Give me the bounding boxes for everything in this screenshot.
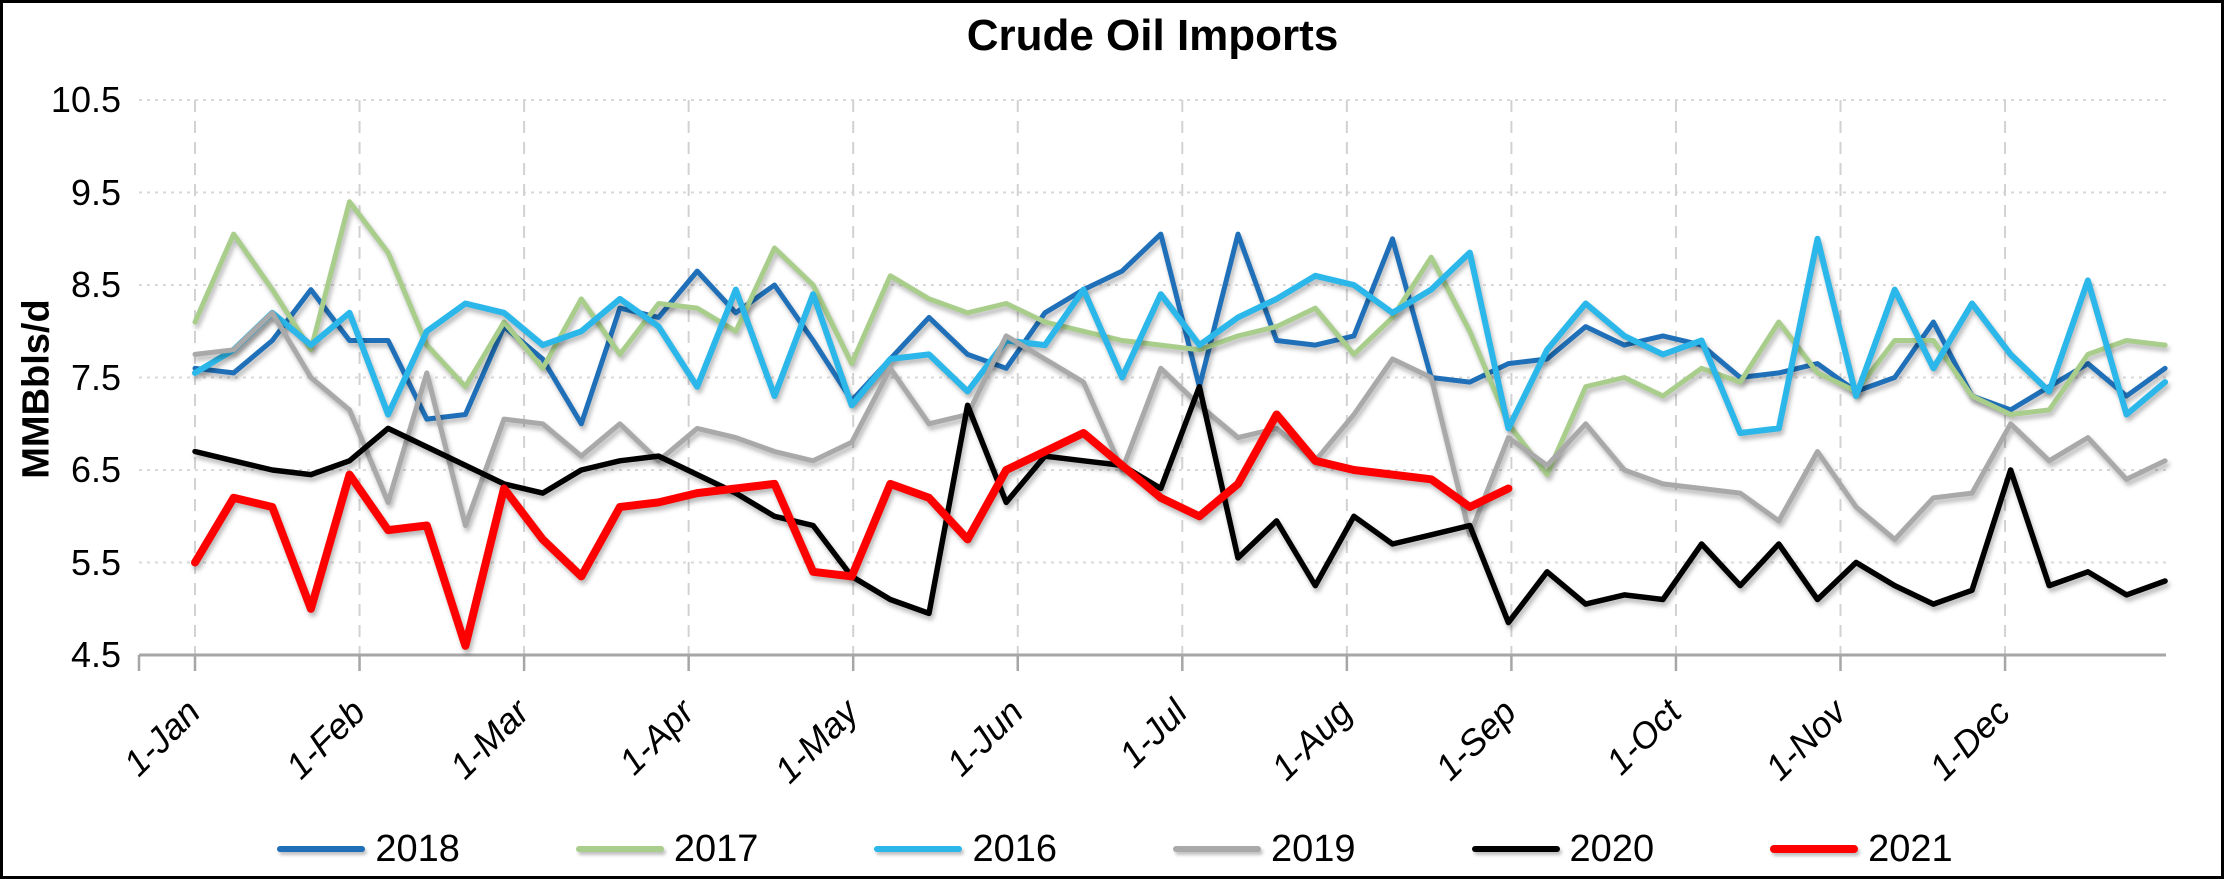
legend-label: 2018 [375, 827, 460, 870]
chart-title: Crude Oil Imports [966, 11, 1339, 60]
legend-swatch-2021 [1770, 845, 1859, 853]
legend-label: 2020 [1569, 827, 1655, 870]
legend-item-2020: 2020 [1471, 827, 1655, 871]
legend-label: 2016 [972, 827, 1057, 870]
series-line-2017 [192, 199, 2168, 478]
series-line-2020 [192, 383, 2168, 626]
legend-label: 2017 [673, 827, 759, 870]
series-line-2021 [191, 410, 1513, 650]
series-line-2018 [192, 231, 2168, 427]
plot-area [137, 99, 2169, 671]
legend-item-2017: 2017 [575, 827, 759, 871]
legend-item-2021: 2021 [1770, 828, 1953, 871]
series-line-2016 [192, 235, 2169, 436]
legend-label: 2019 [1271, 827, 1356, 870]
chart-legend: 2018 2017 2016 2019 2020 2021 [3, 821, 2221, 876]
legend-swatch-2020 [1471, 846, 1560, 852]
y-axis-tick-label: 4.5 [70, 634, 121, 675]
legend-item-2016: 2016 [874, 828, 1057, 871]
legend-swatch-2019 [1173, 846, 1261, 852]
y-axis-tick-label: 5.5 [70, 541, 121, 583]
y-axis-tick-label: 7.5 [70, 356, 121, 398]
legend-swatch-2017 [575, 846, 664, 852]
y-axis-tick-label: 9.5 [70, 171, 121, 213]
series-line-2019 [192, 310, 2168, 542]
y-axis-tick-label: 10.5 [50, 79, 121, 120]
legend-item-2018: 2018 [277, 828, 460, 871]
legend-swatch-2018 [277, 846, 366, 852]
legend-swatch-2016 [874, 846, 963, 852]
legend-item-2019: 2019 [1173, 828, 1356, 871]
y-axis-tick-label: 8.5 [70, 264, 121, 305]
legend-label: 2021 [1868, 827, 1953, 870]
y-axis-tick-label: 6.5 [70, 449, 121, 490]
